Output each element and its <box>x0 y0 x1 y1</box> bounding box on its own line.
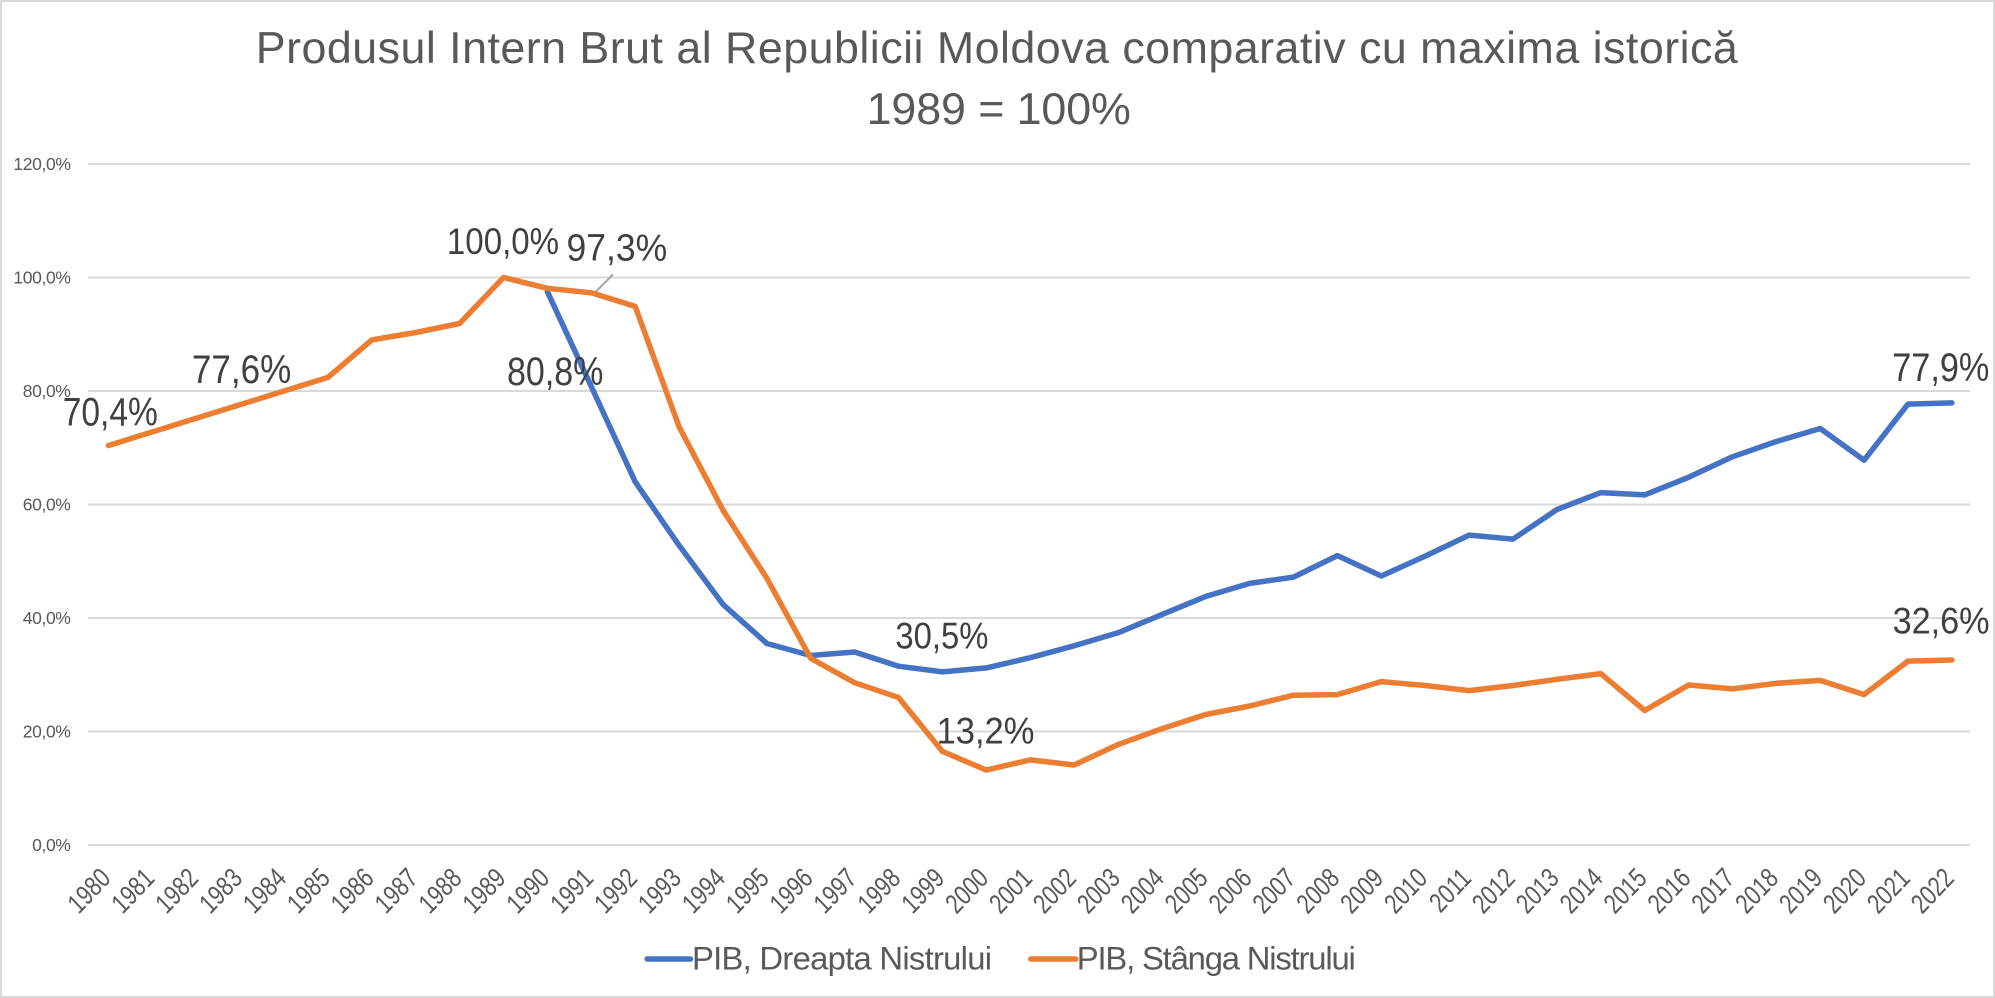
svg-text:80,8%: 80,8% <box>507 348 603 393</box>
svg-text:1989 = 100%: 1989 = 100% <box>867 84 1131 134</box>
svg-text:77,6%: 77,6% <box>192 347 291 392</box>
svg-text:77,9%: 77,9% <box>1892 344 1989 389</box>
svg-text:30,5%: 30,5% <box>895 617 988 657</box>
svg-text:40,0%: 40,0% <box>23 608 71 628</box>
svg-text:PIB, Dreapta Nistrului: PIB, Dreapta Nistrului <box>692 939 991 976</box>
svg-text:0,0%: 0,0% <box>32 835 70 855</box>
svg-text:80,0%: 80,0% <box>23 381 71 401</box>
svg-text:13,2%: 13,2% <box>937 709 1035 752</box>
svg-text:32,6%: 32,6% <box>1893 600 1990 642</box>
svg-text:60,0%: 60,0% <box>23 495 71 515</box>
svg-text:100,0%: 100,0% <box>447 221 559 262</box>
svg-text:20,0%: 20,0% <box>23 722 71 742</box>
svg-text:PIB, Stânga Nistrului: PIB, Stânga Nistrului <box>1077 939 1355 976</box>
svg-text:70,4%: 70,4% <box>63 390 158 434</box>
svg-text:97,3%: 97,3% <box>567 227 668 269</box>
svg-text:100,0%: 100,0% <box>13 268 70 288</box>
svg-text:Produsul Intern Brut al Republ: Produsul Intern Brut al Republicii Moldo… <box>256 23 1739 73</box>
svg-text:120,0%: 120,0% <box>13 154 70 174</box>
